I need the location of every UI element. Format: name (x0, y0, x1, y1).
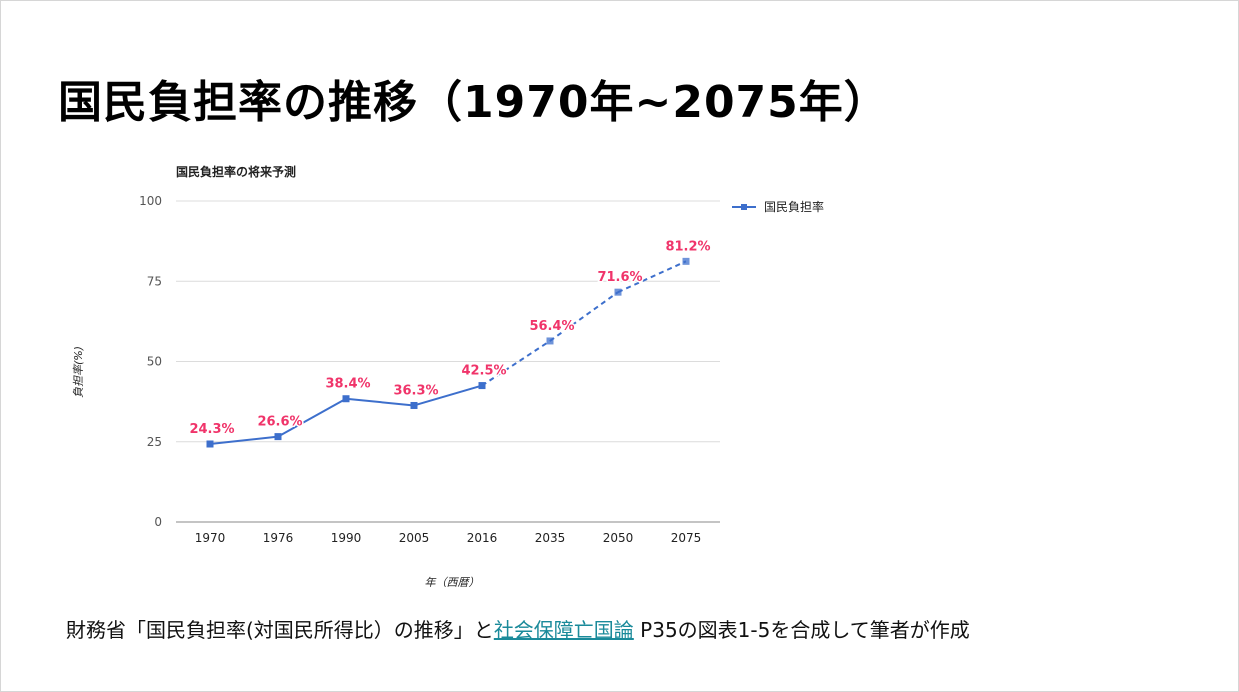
data-point (682, 257, 690, 265)
data-point (546, 337, 554, 345)
data-label: 42.5% (461, 364, 506, 379)
actual-line-segment (413, 384, 483, 407)
grid-layer (176, 200, 720, 523)
y-axis-title: 負担率(%) (72, 346, 85, 398)
x-tick-label: 1970 (195, 531, 226, 545)
legend: 国民負担率 (732, 199, 824, 214)
series-lines (209, 260, 687, 445)
data-labels: 24.3% 26.6% 38.4% 36.3% 42.5% 56.4% 71.6% 81.2% (188, 238, 712, 439)
y-tick-labels: 0 25 50 75 100 (139, 194, 162, 529)
y-tick-label: 25 (147, 435, 162, 449)
caption-suffix: P35の図表1-5を合成して筆者が作成 (633, 618, 970, 642)
x-tick-label: 2050 (603, 531, 634, 545)
data-label: 26.6% (257, 415, 302, 430)
data-point (478, 382, 486, 390)
projected-line-segment (617, 260, 687, 294)
legend-marker-swatch (741, 204, 747, 210)
x-tick-label: 1990 (331, 531, 362, 545)
data-point (614, 288, 622, 296)
y-tick-label: 100 (139, 194, 162, 208)
data-point (342, 395, 350, 403)
data-point (274, 433, 282, 441)
x-tick-label: 2005 (399, 531, 430, 545)
data-label: 71.6% (597, 270, 642, 285)
y-tick-label: 50 (147, 355, 162, 369)
x-tick-label: 1976 (263, 531, 294, 545)
projected-line-segment (481, 340, 551, 387)
data-point (206, 440, 214, 448)
chart-title: 国民負担率の将来予測 (176, 164, 296, 179)
caption-book-link[interactable]: 社会保障亡国論 (493, 618, 634, 642)
series-points (206, 257, 690, 448)
slide-title: 国民負担率の推移（1970年~2075年） (58, 77, 889, 128)
source-caption: 財務省「国民負担率(対国民所得比）の推移」と社会保障亡国論 P35の図表1-5を… (66, 614, 970, 643)
x-tick-label: 2035 (535, 531, 566, 545)
legend-label: 国民負担率 (764, 199, 824, 214)
data-label: 81.2% (665, 239, 710, 254)
x-axis-title: 年（西暦） (425, 576, 480, 589)
actual-line-segment (277, 397, 347, 438)
data-label: 56.4% (529, 319, 574, 334)
y-tick-label: 75 (147, 274, 162, 288)
y-tick-label: 0 (154, 515, 162, 529)
data-point (410, 401, 418, 409)
data-label: 24.3% (189, 422, 234, 437)
x-tick-label: 2016 (467, 531, 498, 545)
line-chart: 国民負担率の将来予測 0 25 50 75 100 1970 1976 1990 2005 20… (60, 150, 880, 610)
data-label: 36.3% (393, 383, 438, 398)
chart-background (60, 150, 880, 610)
actual-line-segment (345, 397, 415, 407)
data-label: 38.4% (325, 377, 370, 392)
x-tick-label: 2075 (671, 531, 702, 545)
projected-line-segment (549, 291, 619, 342)
actual-line-segment (209, 435, 279, 445)
caption-prefix: 財務省「国民負担率(対国民所得比）の推移」と (66, 618, 494, 642)
x-tick-labels: 1970 1976 1990 2005 2016 2035 2050 2075 (195, 531, 702, 545)
